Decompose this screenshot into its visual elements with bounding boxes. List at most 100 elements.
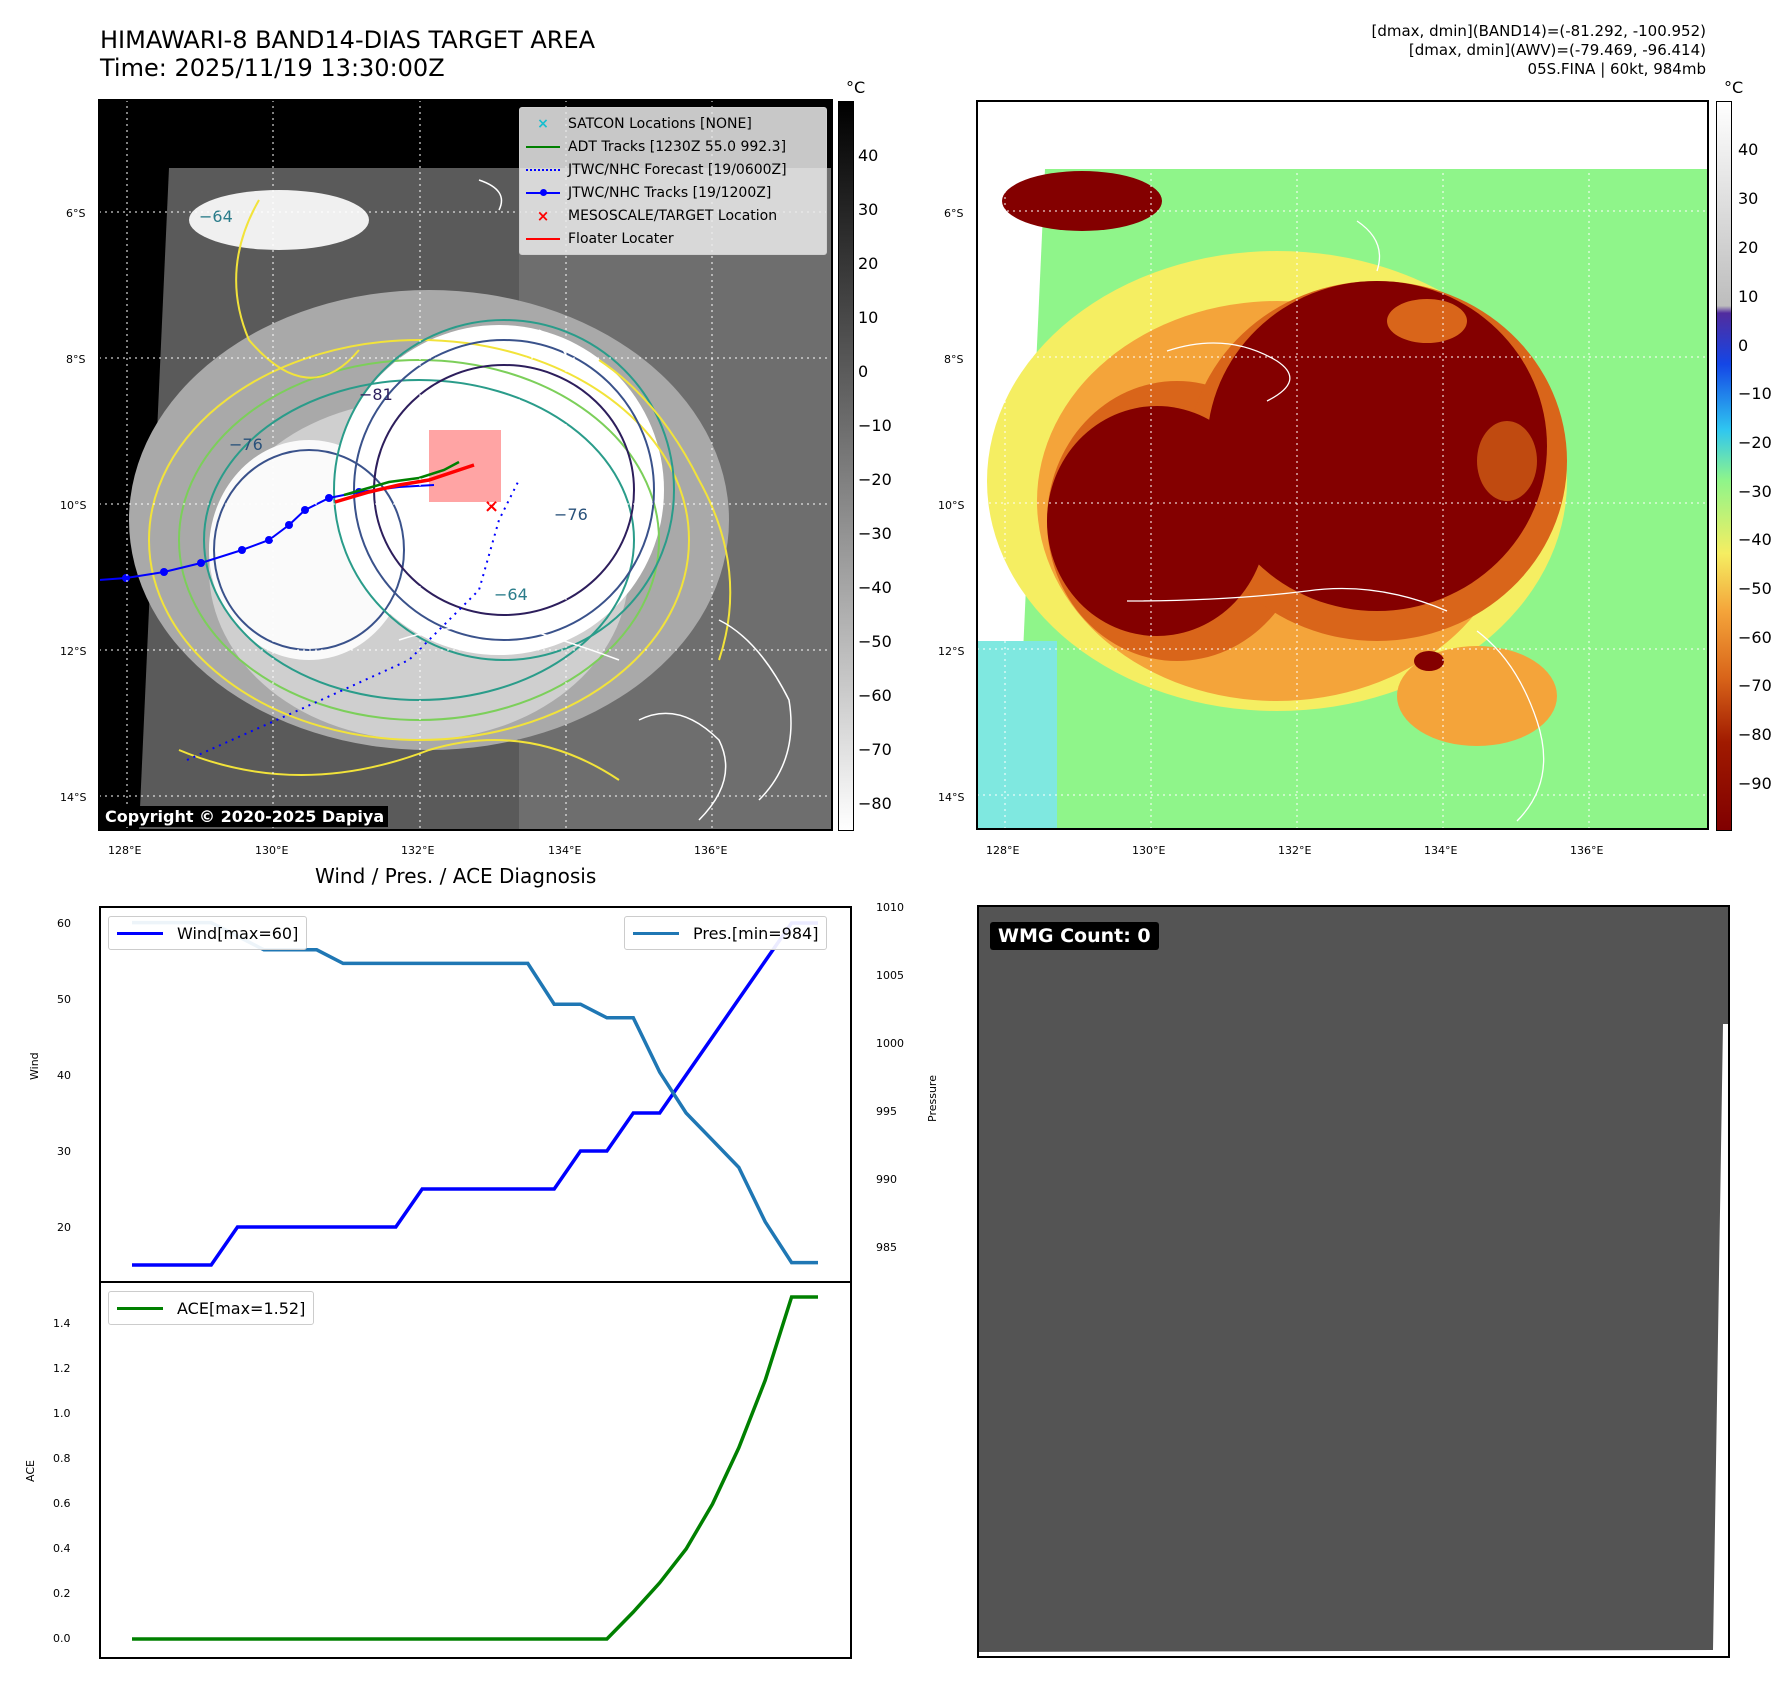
target-x-marker: × [484,496,499,517]
legend-floater: Floater Locater [526,227,826,250]
legend-mesoscale: × MESOSCALE/TARGET Location [526,204,826,227]
ir-cbar-tick: −20 [858,470,892,489]
ace-axes [99,1281,852,1659]
ir-cbar-tick: 40 [858,146,879,165]
ir-cbar-tick: −10 [858,416,892,435]
awv-colorbar [1716,101,1732,831]
awv-lon-tick: 134°E [1424,844,1458,857]
line-green-icon [526,145,560,148]
ir-map-legend: × SATCON Locations [NONE] ADT Tracks [12… [519,107,827,255]
pres-legend: Pres.[min=984] [624,916,828,950]
wmg-image[interactable]: WMG Count: 0 [978,906,1729,1657]
wind-axis-label: Wind [28,1052,41,1080]
awv-lat-tick: 6°S [944,207,964,220]
ir-cbar-tick: −40 [858,578,892,597]
ir-cbar-tick: −60 [858,686,892,705]
ir-map-svg: −64 −76 −81 −76 −64 [99,100,832,830]
ir-lon-tick: 136°E [694,844,728,857]
svg-text:−81: −81 [359,385,393,404]
ir-cbar-tick: 30 [858,200,879,219]
ace-tick: 0.4 [53,1542,71,1555]
awv-cbar-tick: −70 [1738,676,1772,695]
wmg-svg [978,906,1729,1652]
ir-lat-tick: 14°S [60,791,87,804]
awv-cbar-tick: −50 [1738,579,1772,598]
pres-tick: 995 [876,1105,897,1118]
awv-cbar-tick: −30 [1738,482,1772,501]
ace-tick: 0.8 [53,1452,71,1465]
wind-tick: 40 [57,1069,71,1082]
ir-cbar-tick: 10 [858,308,879,327]
awv-lon-tick: 130°E [1132,844,1166,857]
awv-lat-tick: 10°S [938,499,965,512]
x-marker-red-icon: × [536,206,550,225]
ir-colorbar [838,101,854,831]
awv-info-line1: [dmax, dmin](BAND14)=(-81.292, -100.952) [1371,22,1706,40]
awv-lon-tick: 128°E [986,844,1020,857]
awv-core-east [1207,281,1547,611]
awv-lat-tick: 12°S [938,645,965,658]
ir-cbar-tick: −80 [858,794,892,813]
ir-cbar-tick: −30 [858,524,892,543]
line-red-icon [526,237,560,240]
pres-tick: 1010 [876,901,904,914]
ace-legend: ACE[max=1.52] [108,1291,315,1325]
awv-info-line2: [dmax, dmin](AWV)=(-79.469, -96.414) [1408,41,1706,59]
pres-legend-swatch [633,931,679,935]
wind-tick: 60 [57,917,71,930]
pres-tick: 1005 [876,969,904,982]
wind-pres-axes [99,906,852,1283]
awv-cbar-tick: 0 [1738,336,1749,355]
wind-tick: 50 [57,993,71,1006]
ace-tick: 0.6 [53,1497,71,1510]
awv-lon-tick: 136°E [1570,844,1604,857]
ir-lon-tick: 128°E [108,844,142,857]
pres-tick: 985 [876,1241,897,1254]
ace-tick: 1.4 [53,1317,71,1330]
dotted-line-blue-icon [526,168,560,171]
ir-map-image[interactable]: −64 −76 −81 −76 −64 [99,100,832,830]
awv-map-image[interactable] [977,101,1708,829]
awv-cbar-tick: 10 [1738,287,1759,306]
wind-tick: 20 [57,1221,71,1234]
svg-text:−64: −64 [494,585,528,604]
awv-map-svg [977,101,1708,829]
awv-lon-tick: 132°E [1278,844,1312,857]
ace-tick: 1.2 [53,1362,71,1375]
ir-lat-tick: 10°S [60,499,87,512]
ir-map-title: HIMAWARI-8 BAND14-DIAS TARGET AREA Time:… [100,26,595,82]
ir-lat-tick: 6°S [66,207,86,220]
ir-lat-tick: 12°S [60,645,87,658]
wmg-count-label: WMG Count: 0 [990,922,1159,950]
awv-lat-tick: 14°S [938,791,965,804]
legend-satcon: × SATCON Locations [NONE] [526,112,826,135]
wind-tick: 30 [57,1145,71,1158]
awv-colorbar-unit: °C [1724,78,1744,97]
awv-cbar-tick: −90 [1738,774,1772,793]
awv-cbar-tick: 40 [1738,140,1759,159]
wmg-frame [977,905,1730,1658]
ir-cbar-tick: −50 [858,632,892,651]
ir-lat-tick: 8°S [66,353,86,366]
awv-cbar-tick: 30 [1738,189,1759,208]
ace-tick: 1.0 [53,1407,71,1420]
ir-map-frame [98,99,833,831]
ir-cbar-tick: 20 [858,254,879,273]
line-dot-blue-icon [526,188,560,196]
wind-legend-swatch [117,931,163,935]
ir-colorbar-unit: °C [846,78,866,97]
awv-map-frame [976,100,1709,830]
awv-cbar-tick: −20 [1738,433,1772,452]
target-box [429,430,501,502]
ace-axis-label: ACE [24,1460,37,1482]
legend-adt: ADT Tracks [1230Z 55.0 992.3] [526,135,826,158]
awv-lat-tick: 8°S [944,353,964,366]
ace-legend-swatch [117,1306,163,1310]
pres-tick: 990 [876,1173,897,1186]
awv-cbar-tick: −40 [1738,530,1772,549]
x-marker-cyan-icon: × [537,115,549,132]
ir-cbar-tick: −70 [858,740,892,759]
wind-legend: Wind[max=60] [108,916,308,950]
ir-map-title-line1: HIMAWARI-8 BAND14-DIAS TARGET AREA [100,26,596,54]
ir-lon-tick: 134°E [548,844,582,857]
